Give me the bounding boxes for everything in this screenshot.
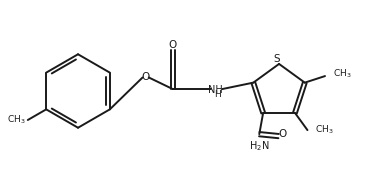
Text: S: S: [274, 54, 281, 64]
Text: CH$_3$: CH$_3$: [333, 68, 352, 80]
Text: H: H: [214, 90, 220, 99]
Text: O: O: [278, 129, 287, 139]
Text: O: O: [169, 40, 177, 50]
Text: H$_2$N: H$_2$N: [249, 139, 270, 153]
Text: CH$_3$: CH$_3$: [315, 124, 334, 136]
Text: CH$_3$: CH$_3$: [7, 114, 26, 126]
Text: NH: NH: [208, 85, 223, 95]
Text: O: O: [142, 72, 150, 82]
